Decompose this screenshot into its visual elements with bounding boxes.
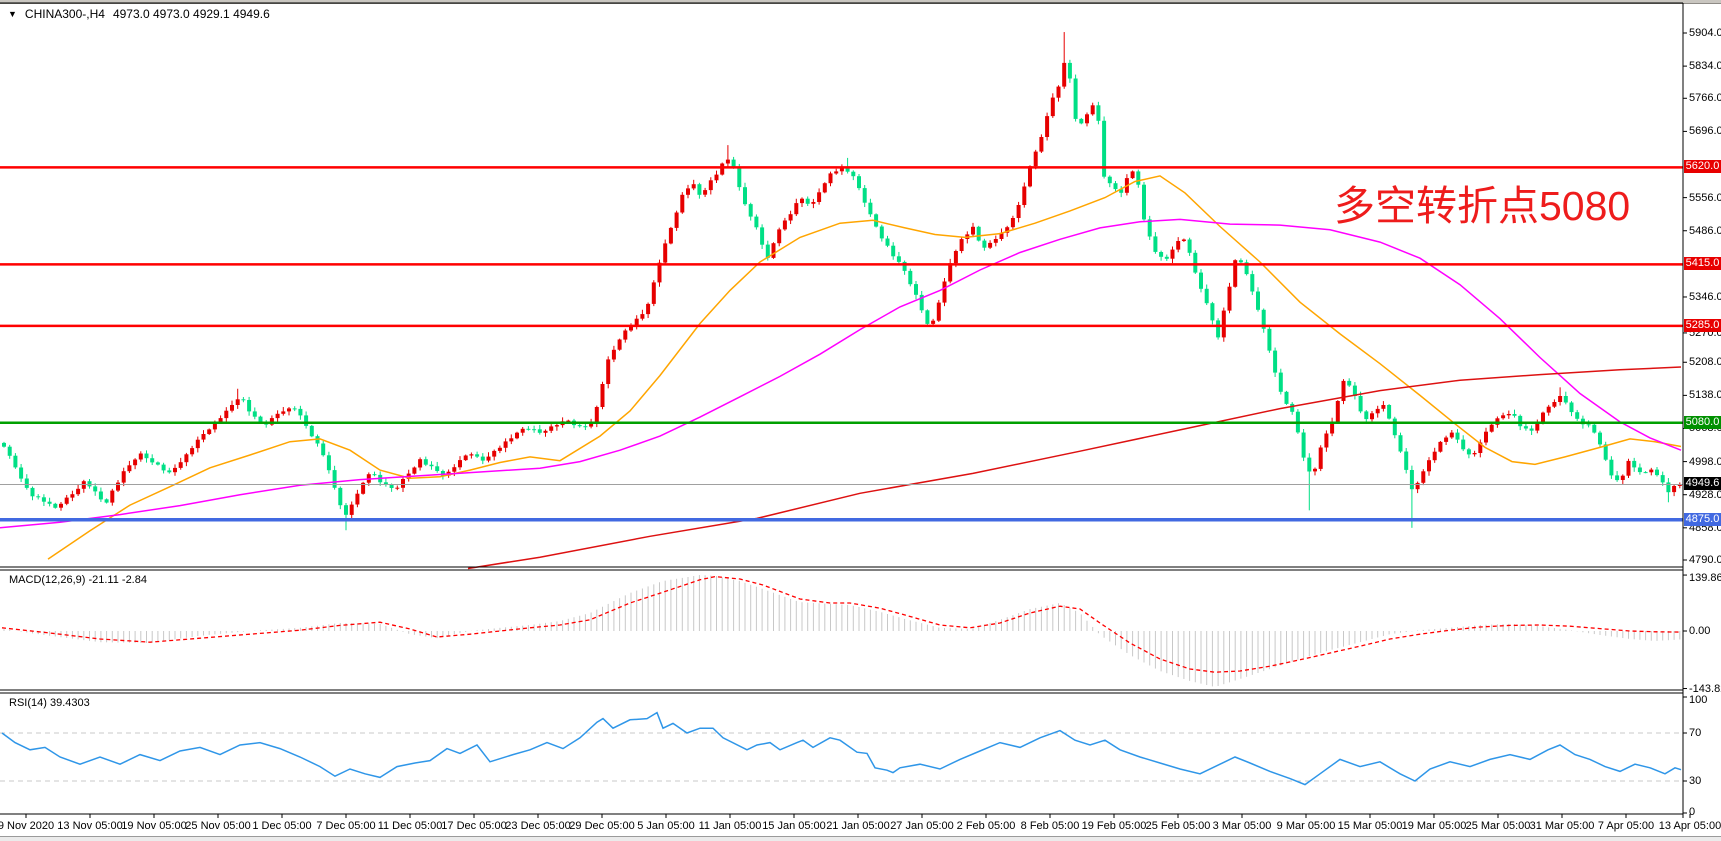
window-bottom-edge [0,836,1721,841]
chart-annotation-text[interactable]: 多空转折点5080 [1334,183,1631,229]
rsi-indicator-label: RSI(14) 39.4303 [9,697,90,709]
ma-slow-red-line [467,366,1682,570]
chart-header: ▼ CHINA300-,H4 4973.0 4973.0 4929.1 4949… [8,7,270,21]
symbol-title: CHINA300-,H4 [24,7,105,21]
macd-histogram [3,575,1681,687]
macd-signal-line [1,575,1682,673]
ohlc-values: 4973.0 4973.0 4929.1 4949.6 [112,7,270,21]
ma-fast-orange-line [47,175,1682,560]
candlestick-series [2,32,1682,531]
rsi-line [1,711,1682,786]
symbol-collapse-icon[interactable]: ▼ [8,9,17,19]
macd-indicator-label: MACD(12,26,9) -21.11 -2.84 [9,574,147,586]
ma-mid-magenta-line [0,218,1682,529]
